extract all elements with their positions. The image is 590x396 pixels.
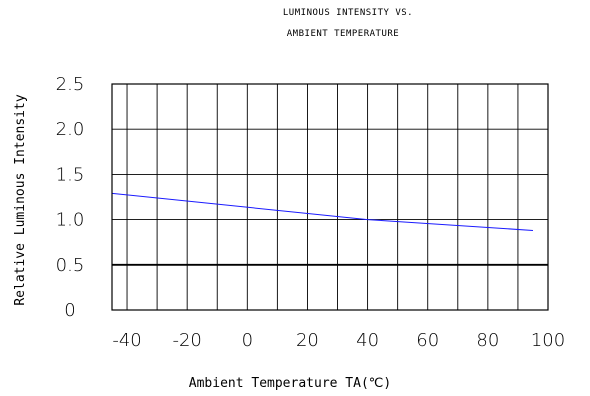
x-tick-label: 0: [242, 330, 253, 351]
y-tick-label: 0: [64, 300, 75, 321]
x-tick-label: 20: [296, 330, 319, 351]
x-tick-label: 60: [416, 330, 439, 351]
chart-subtitle: AMBIENT TEMPERATURE: [287, 29, 399, 39]
x-axis-title: Ambient Temperature TA(℃): [189, 376, 391, 391]
series-line-0: [112, 193, 533, 230]
x-tick-label: -20: [172, 330, 201, 351]
y-tick-labels: 0 0.5 1.0 1.5 2.0 2.5: [56, 74, 85, 321]
plot-frame: [112, 84, 548, 310]
x-tick-label: 100: [531, 330, 565, 351]
series-layer: [112, 193, 533, 230]
y-axis-title: Relative Luminous Intensity: [13, 94, 28, 305]
x-tick-label: -40: [112, 330, 141, 351]
y-tick-label: 0.5: [56, 255, 85, 276]
y-tick-label: 2.5: [56, 74, 85, 95]
chart-title: LUMINOUS INTENSITY VS.: [283, 8, 413, 18]
y-tick-label: 1.5: [56, 164, 85, 185]
grid: [112, 84, 548, 310]
y-tick-label: 1.0: [56, 210, 85, 231]
x-tick-label: 80: [476, 330, 499, 351]
y-tick-label: 2.0: [56, 119, 85, 140]
x-tick-label: 40: [356, 330, 379, 351]
x-tick-labels: -40 -20 0 20 40 60 80 100: [112, 330, 565, 351]
